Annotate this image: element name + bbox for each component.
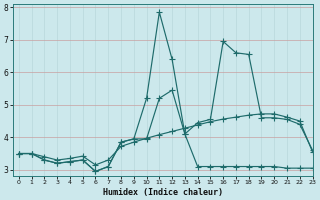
X-axis label: Humidex (Indice chaleur): Humidex (Indice chaleur) <box>102 188 222 197</box>
